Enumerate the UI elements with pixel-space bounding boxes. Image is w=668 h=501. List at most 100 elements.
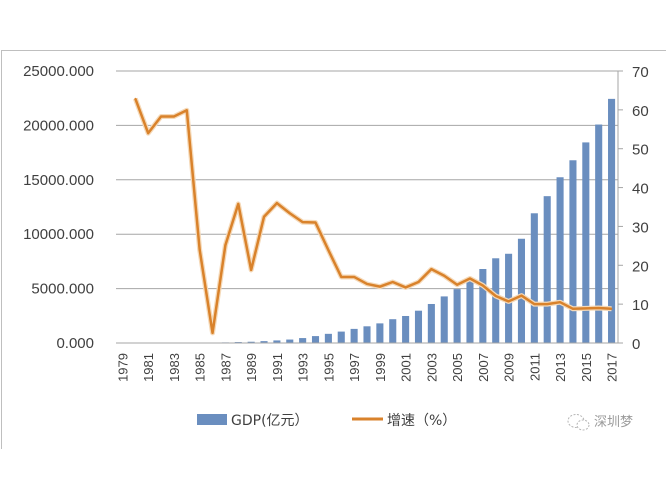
- growth-point-2015: [585, 307, 587, 310]
- watermark: 深圳梦: [567, 414, 633, 431]
- chart-frame: [1, 50, 666, 449]
- right-y-tick-label: 10: [632, 297, 649, 314]
- growth-point-2009: [507, 300, 510, 303]
- growth-point-1996: [340, 276, 343, 278]
- left-y-tick-label: 10000.000: [23, 226, 94, 243]
- gdp-bar-1998: [363, 326, 371, 343]
- x-tick-label: 1987: [218, 353, 233, 382]
- x-tick-label: 2015: [579, 353, 594, 382]
- gdp-bar-2017: [608, 98, 616, 343]
- x-tick-label: 2011: [527, 353, 542, 381]
- growth-point-2002: [417, 281, 420, 283]
- x-axis-labels: 1979 1981 1983 1985 1987 1989 1991 1993 1995 1997…: [115, 353, 619, 382]
- gdp-bar-1994: [311, 336, 320, 343]
- right-y-tick-label: 40: [632, 181, 649, 198]
- x-tick-label: 2009: [502, 353, 517, 382]
- right-y-tick-label: 70: [632, 64, 649, 81]
- growth-point-2011: [533, 303, 536, 305]
- gdp-bar-2011: [530, 213, 538, 343]
- right-y-tick-label: 0: [632, 336, 640, 353]
- left-y-tick-label: 20000.000: [23, 117, 94, 134]
- growth-point-1987: [224, 244, 227, 246]
- gdp-bar-1989: [247, 341, 255, 343]
- right-y-tick-label: 30: [632, 219, 649, 236]
- legend-gdp-swatch: [197, 414, 227, 425]
- growth-point-1999: [379, 285, 381, 288]
- growth-point-1990: [263, 215, 265, 218]
- growth-point-1982: [160, 115, 162, 118]
- x-tick-label: 1999: [373, 353, 388, 382]
- growth-point-2013: [559, 301, 561, 304]
- gdp-bar-1999: [376, 323, 384, 343]
- right-y-tick-label: 50: [632, 142, 649, 159]
- growth-point-1993: [301, 221, 304, 223]
- growth-point-2012: [546, 303, 549, 305]
- growth-point-1988: [237, 203, 240, 205]
- gdp-bar-2006: [466, 279, 474, 343]
- growth-point-1995: [327, 249, 330, 251]
- gdp-bar-2004: [440, 296, 448, 343]
- gdp-bar-1996: [337, 331, 345, 343]
- x-tick-label: 1995: [321, 353, 336, 382]
- left-y-tick-label: 0.000: [56, 335, 94, 352]
- gdp-bar-2015: [582, 142, 590, 343]
- growth-point-2004: [443, 274, 446, 277]
- growth-point-2010: [520, 294, 523, 297]
- x-tick-label: 1983: [167, 353, 182, 382]
- growth-point-1997: [353, 276, 355, 278]
- growth-point-1983: [173, 115, 175, 118]
- left-y-tick-label: 25000.000: [23, 63, 94, 80]
- gdp-bar-1991: [273, 340, 281, 343]
- gdp-bar-2010: [517, 238, 526, 343]
- legend-gdp-label: GDP(亿元）: [231, 413, 309, 429]
- left-y-tick-label: 15000.000: [23, 172, 94, 189]
- left-y-axis-labels: 0.000 5000.000 10000.000 15000.000 20000.000…: [23, 63, 94, 352]
- gdp-bar-2002: [414, 310, 423, 343]
- gdp-bar-2016: [595, 124, 603, 343]
- growth-point-1989: [250, 269, 252, 271]
- x-tick-label: 2013: [553, 353, 568, 382]
- x-tick-label: 2007: [476, 353, 491, 382]
- watermark-text: 深圳梦: [594, 415, 633, 430]
- x-tick-label: 2017: [605, 353, 620, 382]
- x-tick-label: 1985: [193, 353, 208, 382]
- x-tick-label: 1981: [141, 353, 156, 382]
- growth-point-2017: [610, 308, 613, 310]
- gdp-bar-2007: [479, 268, 487, 343]
- growth-point-2000: [391, 281, 394, 283]
- x-tick-label: 2005: [450, 353, 465, 382]
- gdp-bar-2013: [556, 177, 564, 343]
- gdp-bar-1997: [350, 328, 358, 343]
- legend-growth-label: 增速（%）: [387, 413, 456, 429]
- growth-line-path: [134, 98, 612, 335]
- gdp-bar-2008: [492, 258, 500, 343]
- x-tick-label: 1979: [115, 353, 130, 382]
- growth-line: [132, 97, 613, 336]
- gdp-bar-1992: [286, 339, 294, 343]
- growth-point-2006: [469, 277, 471, 280]
- wechat-icon: [567, 414, 590, 431]
- growth-point-1980: [134, 97, 137, 100]
- growth-point-1986: [211, 332, 214, 334]
- x-tick-label: 2003: [424, 353, 439, 382]
- x-tick-label: 1997: [347, 353, 362, 382]
- growth-point-1994: [314, 221, 317, 224]
- gdp-bar-1995: [324, 333, 332, 343]
- x-tick-label: 1993: [296, 353, 311, 382]
- growth-point-2016: [597, 307, 600, 309]
- growth-point-1985: [198, 248, 201, 251]
- gdp-bar-2001: [402, 315, 410, 343]
- gdp-bar-1990: [260, 341, 268, 343]
- gdp-bar-2003: [427, 303, 435, 343]
- gdp-bar-2012: [543, 196, 551, 343]
- gdp-bar-2000: [389, 319, 397, 343]
- growth-point-2007: [482, 284, 484, 287]
- growth-point-1991: [276, 202, 278, 204]
- gdp-bar-2009: [505, 253, 513, 343]
- growth-point-1992: [288, 212, 291, 215]
- growth-point-2001: [404, 286, 407, 289]
- x-tick-label: 2001: [399, 353, 414, 382]
- axes: [116, 70, 623, 344]
- x-tick-label: 1989: [244, 353, 259, 382]
